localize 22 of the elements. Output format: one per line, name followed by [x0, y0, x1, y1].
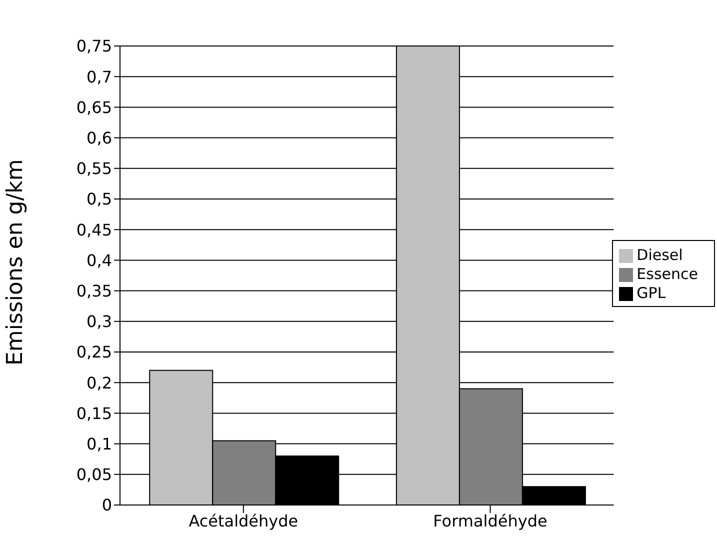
y-tick-label: 0,15 — [76, 404, 112, 423]
y-tick-label: 0 — [102, 496, 112, 515]
x-tick-label: Formaldéhyde — [433, 511, 548, 530]
y-tick-label: 0,7 — [86, 67, 112, 86]
y-tick-label: 0,35 — [76, 281, 112, 300]
legend-label: Essence — [636, 265, 698, 283]
y-axis-title: Emissions en g/km — [2, 159, 28, 366]
y-tick-label: 0,55 — [76, 159, 112, 178]
y-tick-label: 0,65 — [76, 98, 112, 117]
y-tick-label: 0,4 — [86, 250, 112, 270]
y-tick-label: 0,25 — [76, 342, 112, 362]
y-tick-label: 0,75 — [76, 36, 112, 56]
y-tick-label: 0,05 — [76, 465, 112, 484]
legend-label: Diesel — [636, 246, 683, 264]
x-tick-label: Acétaldéhyde — [188, 511, 298, 530]
y-tick-label: 0,1 — [86, 434, 112, 454]
y-tick-label: 0,6 — [86, 128, 112, 148]
y-tick-label: 0,3 — [86, 312, 112, 332]
legend-label: GPL — [636, 284, 666, 302]
y-tick-label: 0,2 — [86, 373, 112, 392]
y-tick-label: 0,5 — [86, 190, 112, 209]
y-tick-label: 0,45 — [76, 220, 112, 240]
